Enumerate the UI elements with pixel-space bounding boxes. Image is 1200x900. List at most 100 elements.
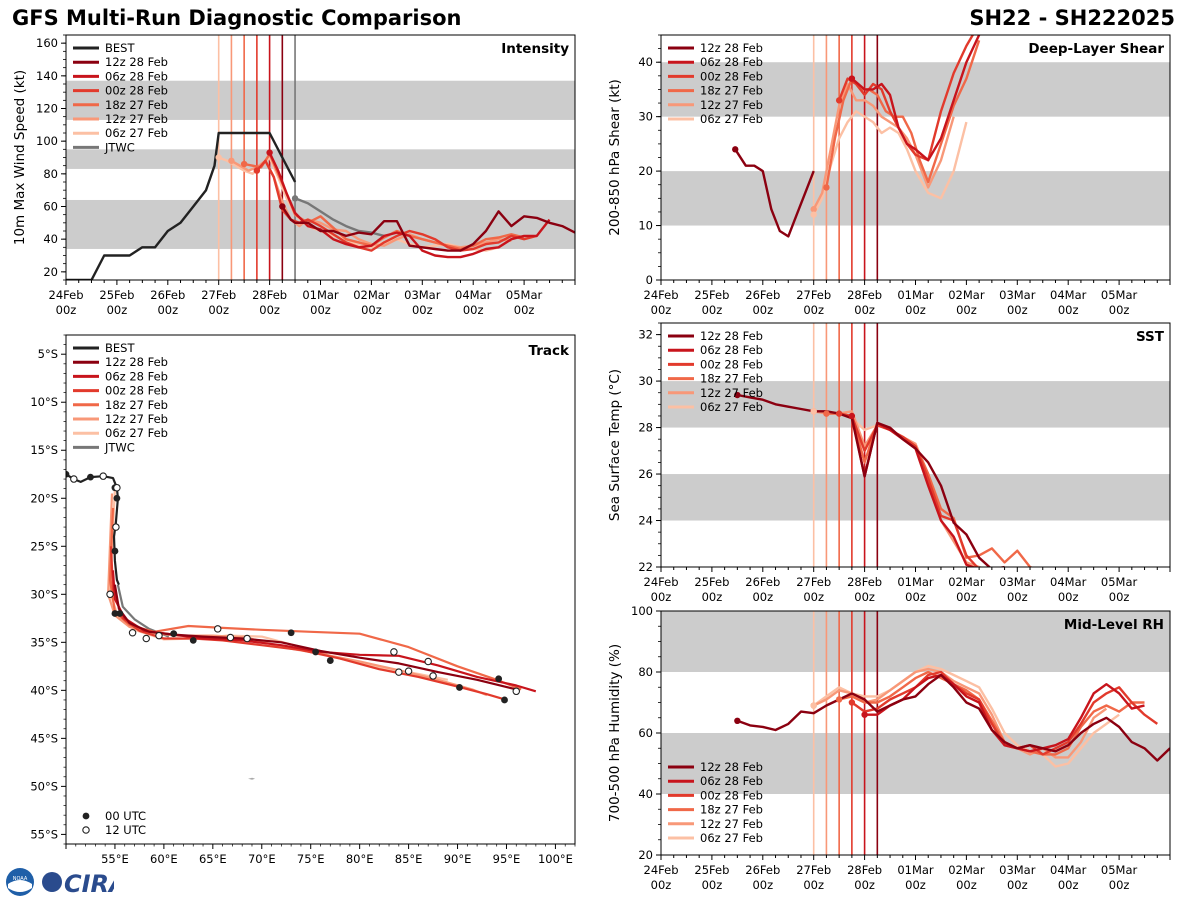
sst-legend-label: 12z 27 Feb [700,386,763,400]
sst-y-tick-label: 26 [638,467,653,481]
sst-x-tick-label: 27Feb [796,575,831,589]
track-legend-label: 06z 28 Feb [105,369,168,383]
intensity-series-group [66,131,575,280]
deep-layer-shear-x-tick-label: 00z [702,303,723,317]
intensity-x-tick-label: 00z [463,303,484,317]
intensity-y-tick-label: 20 [43,265,58,279]
intensity-y-tick-label: 80 [43,167,58,181]
sst-x-tick-label: 00z [956,590,977,604]
intensity-band-2 [66,80,575,120]
mid-level-rh-series-group [734,664,1170,768]
sst-y-tick-label: 32 [638,328,653,342]
deep-layer-shear-series-12z-27-feb [812,82,955,210]
intensity-title: Intensity [501,41,569,57]
mid-level-rh-series-06z-28-feb [864,673,1145,753]
sst-marker-18z-27-feb [823,410,830,417]
deep-layer-shear-x-tick-label: 01Mar [897,288,934,302]
track-series-00z-28-feb [109,546,507,701]
track-point-00utc [326,657,334,664]
intensity-panel: 24Feb00z25Feb00z26Feb00z27Feb00z28Feb00z… [12,34,576,317]
track-series-18z-27-feb [108,507,522,691]
sst-x-tick-label: 00z [803,590,824,604]
track-x-tick-label: 85°E [395,852,423,866]
deep-layer-shear-legend-label: 12z 28 Feb [700,41,763,55]
intensity-y-tick-label: 120 [36,102,58,116]
intensity-marker-00z-28-feb [253,167,261,174]
intensity-x-tick-label: 01Mar [302,288,339,302]
deep-layer-shear-y-tick-label: 10 [638,219,653,233]
intensity-x-tick-label: 00z [56,303,77,317]
mid-level-rh-y-tick-label: 40 [638,787,653,801]
track-point-12utc [404,667,413,675]
deep-layer-shear-y-tick-label: 40 [638,55,653,69]
mid-level-rh-y-tick-label: 100 [631,604,653,618]
sst-series-group [734,391,1034,567]
track-point-12utc [395,668,403,676]
track-legend-label: 18z 27 Feb [105,398,168,412]
track-point-12utc [429,672,437,680]
mid-level-rh-marker-00z-28-feb [848,699,856,706]
track-legend-00utc-label: 00 UTC [105,809,146,823]
sst-x-tick-label: 00z [752,590,773,604]
track-point-12utc [113,483,121,492]
track-series-group [66,470,537,780]
track-point-12utc [70,475,78,483]
track-point-12utc [112,523,120,531]
mid-level-rh-legend-label: 18z 27 Feb [700,803,763,817]
mid-level-rh-y-label: 700-500 hPa Humidity (%) [607,644,623,822]
mid-level-rh-x-tick-label: 00z [702,878,723,892]
sst-x-tick-label: 00z [1109,590,1130,604]
intensity-x-tick-label: 27Feb [201,288,236,302]
sst-legend-label: 06z 27 Feb [700,400,763,414]
deep-layer-shear-x-tick-label: 26Feb [745,288,780,302]
track-point-00utc [113,494,121,502]
track-legend-00utc-marker [82,812,90,820]
sst-x-tick-label: 00z [651,590,672,604]
track-point-12utc [128,628,137,637]
track-y-tick-label: 5°S [38,347,58,361]
mid-level-rh-x-tick-label: 26Feb [745,863,780,877]
mid-level-rh-x-tick-label: 00z [1058,878,1079,892]
deep-layer-shear-series-12z-28-feb [734,148,815,238]
deep-layer-shear-series-06z-28-feb [851,35,981,162]
sst-legend-label: 12z 28 Feb [700,329,763,343]
intensity-legend-label: JTWC [104,140,135,154]
track-point-12utc [390,648,398,656]
mid-level-rh-x-tick-label: 00z [651,878,672,892]
track-legend-label: BEST [105,341,135,355]
mid-level-rh-band-1 [661,611,1170,672]
mid-level-rh-x-tick-label: 28Feb [847,863,882,877]
sst-marker-12z-28-feb [734,391,741,399]
mid-level-rh-x-tick-label: 02Mar [948,863,985,877]
deep-layer-shear-x-tick-label: 02Mar [948,288,985,302]
mid-level-rh-y-tick-label: 60 [638,726,653,740]
track-x-tick-label: 60°E [150,852,178,866]
deep-layer-shear-x-tick-label: 28Feb [847,288,882,302]
noaa-wave-icon [8,880,32,892]
intensity-y-tick-label: 140 [36,69,58,83]
deep-layer-shear-x-tick-label: 00z [905,303,926,317]
cira-globe-icon [42,872,62,892]
intensity-legend-label: BEST [105,41,135,55]
deep-layer-shear-marker-12z-28-feb [732,146,739,153]
intensity-x-tick-label: 00z [361,303,382,317]
intensity-legend-label: 12z 28 Feb [105,55,168,69]
mid-level-rh-x-tick-label: 00z [905,878,926,892]
mid-level-rh-marker-06z-28-feb [861,711,868,718]
sst-y-tick-label: 22 [638,560,653,574]
intensity-marker-06z-28-feb [266,149,273,156]
track-point-00utc [287,629,295,637]
track-y-tick-label: 20°S [30,491,58,505]
deep-layer-shear-band-0 [661,171,1170,226]
sst-panel: 24Feb00z25Feb00z26Feb00z27Feb00z28Feb00z… [607,322,1171,604]
track-x-tick-label: 100°E [538,852,573,866]
sst-band-1 [661,381,1170,428]
deep-layer-shear-title: Deep-Layer Shear [1028,41,1164,57]
mid-level-rh-title: Mid-Level RH [1064,617,1164,633]
deep-layer-shear-x-tick-label: 25Feb [694,288,729,302]
mid-level-rh-x-tick-label: 00z [752,878,773,892]
intensity-marker-18z-27-feb [240,160,248,168]
mid-level-rh-x-tick-label: 00z [1109,878,1130,892]
intensity-marker-12z-27-feb [228,157,235,164]
